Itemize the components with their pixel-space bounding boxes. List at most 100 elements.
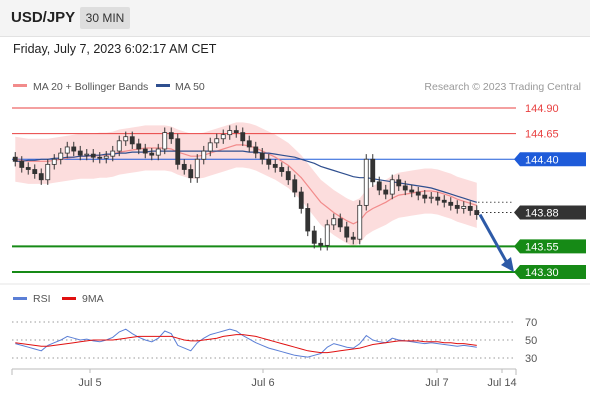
- candle-body: [38, 173, 44, 181]
- forecast-arrow-head: [501, 256, 514, 272]
- candle-body: [266, 158, 272, 165]
- candle-body: [324, 224, 330, 246]
- candle-body: [331, 218, 337, 226]
- candle-body: [45, 163, 51, 181]
- candle-body: [422, 194, 428, 199]
- candle-body: [220, 134, 226, 140]
- candle-body: [227, 130, 233, 136]
- rsi-tick-label-50: 50: [525, 335, 537, 347]
- x-tick-label: Jul 5: [78, 377, 101, 389]
- candle-body: [370, 158, 376, 183]
- candle-body: [155, 148, 161, 156]
- candle-body: [142, 148, 148, 154]
- candle-body: [409, 189, 415, 193]
- candle-body: [253, 146, 259, 154]
- candle-body: [168, 132, 174, 140]
- candle-body: [448, 201, 454, 206]
- timeframe-badge[interactable]: 30 MIN: [80, 7, 130, 29]
- level-label-143-88: 143.88: [525, 208, 559, 220]
- level-tag-143-88: [514, 205, 586, 220]
- candle-body: [428, 196, 434, 199]
- candle-body: [279, 167, 285, 172]
- candle-body: [181, 163, 187, 170]
- candle-body: [110, 150, 116, 157]
- candle-body: [357, 204, 363, 240]
- candle-body: [97, 156, 103, 159]
- candle-body: [344, 226, 350, 238]
- candle-body: [474, 210, 480, 215]
- rsi-line: [15, 328, 477, 358]
- rsi-legend-label: RSI: [33, 293, 51, 305]
- candle-body: [415, 191, 421, 196]
- forecast-arrow: [478, 213, 514, 272]
- candle-body: [240, 132, 246, 142]
- candle-body: [454, 204, 460, 209]
- candle-body: [311, 230, 317, 244]
- ma50-legend-swatch: [156, 84, 170, 87]
- level-label-144-40: 144.40: [525, 154, 559, 166]
- candle-body: [149, 152, 155, 156]
- candle-body: [461, 205, 467, 209]
- forecast-arrow-shaft: [478, 213, 509, 264]
- candle-body: [233, 130, 239, 134]
- level-tag-143-55: [514, 239, 586, 254]
- price-level-labels: 144.90 144.65 144.40 143.88 143.55 143.30: [514, 103, 586, 279]
- candle-body: [19, 160, 25, 168]
- rsi-tick-label-70: 70: [525, 317, 537, 329]
- candle-body: [175, 138, 181, 165]
- candle-body: [201, 150, 207, 160]
- candle-body: [305, 208, 311, 232]
- x-tick-label: Jul 6: [251, 377, 274, 389]
- candle-body: [207, 142, 213, 152]
- x-tick-label: Jul 14: [487, 377, 516, 389]
- rsi-ma-legend-swatch: [62, 297, 76, 300]
- candle-body: [58, 152, 64, 160]
- candle-body: [32, 169, 38, 174]
- candle-body: [77, 150, 83, 156]
- candle-body: [12, 156, 18, 162]
- copyright-label: Research © 2023 Trading Central: [424, 81, 581, 93]
- ma50-legend-label: MA 50: [175, 81, 205, 93]
- ma20-legend-swatch: [13, 84, 27, 87]
- candle-body: [25, 167, 31, 170]
- candle-body: [389, 179, 395, 195]
- level-label-143-55: 143.55: [525, 241, 559, 253]
- candle-body: [350, 236, 356, 240]
- rsi-panel: 70 50 30: [12, 317, 537, 365]
- candle-body: [188, 169, 194, 179]
- candle-body: [467, 205, 473, 211]
- candle-body: [162, 132, 168, 150]
- candle-body: [292, 179, 298, 193]
- rsi-legend-swatch: [13, 297, 27, 300]
- candle-body: [194, 158, 200, 179]
- level-tag-143-30: [514, 265, 586, 279]
- candlesticks: [12, 125, 480, 251]
- candle-body: [285, 171, 291, 181]
- candle-body: [318, 242, 324, 246]
- level-tag-144-40: [514, 152, 586, 167]
- candle-body: [90, 153, 96, 158]
- candle-body: [123, 136, 129, 142]
- candle-body: [51, 158, 57, 165]
- candle-body: [337, 218, 343, 228]
- candle-body: [363, 158, 369, 206]
- candle-body: [441, 199, 447, 203]
- candle-body: [116, 140, 122, 152]
- x-tick-label: Jul 7: [425, 377, 448, 389]
- candle-body: [129, 136, 135, 145]
- candle-body: [376, 181, 382, 191]
- symbol-title: USD/JPY: [11, 9, 76, 26]
- candle-body: [71, 146, 77, 152]
- candle-body: [383, 189, 389, 195]
- candle-body: [64, 146, 70, 154]
- candle-body: [396, 179, 402, 187]
- candle-body: [272, 163, 278, 168]
- rsi-ma-line: [15, 334, 477, 354]
- candle-body: [435, 196, 441, 201]
- level-label-143-30: 143.30: [525, 267, 559, 279]
- candle-body: [402, 185, 408, 191]
- level-label-144-65: 144.65: [525, 129, 559, 141]
- x-axis: Jul 5 Jul 6 Jul 7 Jul 14: [11, 369, 517, 389]
- ma20-legend-label: MA 20 + Bollinger Bands: [33, 81, 148, 93]
